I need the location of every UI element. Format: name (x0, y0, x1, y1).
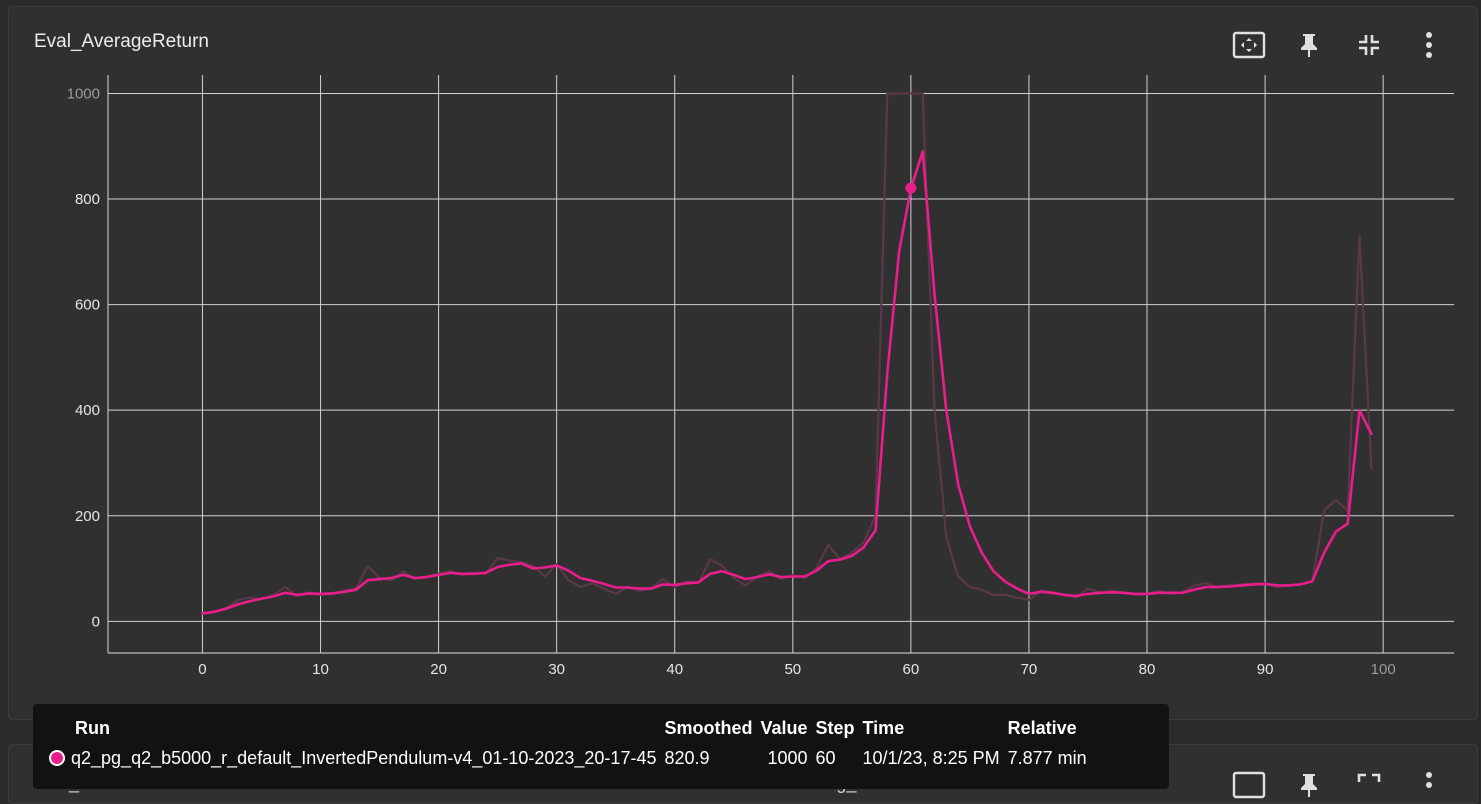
header-run: Run (75, 718, 110, 738)
fit-domain-icon (1232, 31, 1266, 59)
next-more-button[interactable] (1399, 765, 1459, 803)
header-value: Value (760, 718, 808, 738)
y-tick-label: 600 (75, 297, 100, 314)
x-tick-label: 100 (1371, 661, 1396, 678)
card-toolbar (1219, 25, 1459, 65)
x-tick-label: 70 (1021, 661, 1038, 678)
x-tick-label: 60 (903, 661, 920, 678)
next-card-toolbar (1219, 765, 1459, 803)
collapse-icon (1359, 35, 1379, 55)
run-color-swatch (49, 750, 65, 766)
next-pin-button[interactable] (1279, 765, 1339, 803)
smoothed-cell: 820.9 (664, 748, 710, 768)
hover-point (905, 182, 917, 194)
next-expand-button[interactable] (1339, 765, 1399, 803)
header-relative: Relative (1007, 718, 1077, 738)
relative-cell: 7.877 min (1007, 748, 1087, 768)
x-tick-label: 20 (430, 661, 447, 678)
next-fit-domain-button[interactable] (1219, 765, 1279, 803)
more-vert-icon (1426, 32, 1432, 58)
y-tick-label: 1000 (67, 85, 100, 102)
tooltip-data-row: q2_pg_q2_b5000_r_default_InvertedPendulu… (45, 748, 1091, 769)
fit-domain-button[interactable] (1219, 25, 1279, 65)
hover-tooltip: Run Smoothed Value Step Time Relative q2… (33, 704, 1169, 789)
pin-icon (1301, 774, 1317, 797)
step-cell: 60 (815, 748, 836, 768)
tooltip-table: Run Smoothed Value Step Time Relative q2… (45, 718, 1091, 769)
y-tick-label: 400 (75, 402, 100, 419)
x-tick-label: 50 (784, 661, 801, 678)
run-name: q2_pg_q2_b5000_r_default_InvertedPendulu… (71, 748, 657, 768)
pin-icon (1301, 34, 1317, 57)
more-vert-icon (1426, 772, 1432, 788)
header-step: Step (815, 718, 855, 738)
header-time: Time (862, 718, 905, 738)
pin-button[interactable] (1279, 25, 1339, 65)
raw-series-line (201, 92, 1373, 615)
fit-domain-icon (1232, 771, 1266, 799)
y-tick-label: 0 (92, 613, 100, 630)
line-chart[interactable]: 0 200 400 600 800 1000 0 10 20 30 40 50 60 70 80 90 100 (0, 0, 1481, 705)
smoothed-series-line (201, 150, 1373, 615)
x-tick-label: 0 (198, 661, 206, 678)
expand-icon (1357, 773, 1381, 782)
y-tick-label: 200 (75, 508, 100, 525)
x-tick-label: 40 (666, 661, 683, 678)
y-tick-label: 800 (75, 191, 100, 208)
run-cell: q2_pg_q2_b5000_r_default_InvertedPendulu… (45, 748, 660, 769)
x-tick-label: 10 (312, 661, 329, 678)
chart-title: Eval_AverageReturn (34, 31, 209, 52)
time-cell: 10/1/23, 8:25 PM (862, 748, 1000, 768)
header-smoothed: Smoothed (664, 718, 753, 738)
x-tick-label: 90 (1257, 661, 1274, 678)
tooltip-header-row: Run Smoothed Value Step Time Relative (45, 718, 1091, 748)
collapse-button[interactable] (1339, 25, 1399, 65)
value-cell: 1000 (767, 748, 808, 768)
more-button[interactable] (1399, 25, 1459, 65)
x-tick-label: 30 (548, 661, 565, 678)
x-tick-label: 80 (1139, 661, 1156, 678)
